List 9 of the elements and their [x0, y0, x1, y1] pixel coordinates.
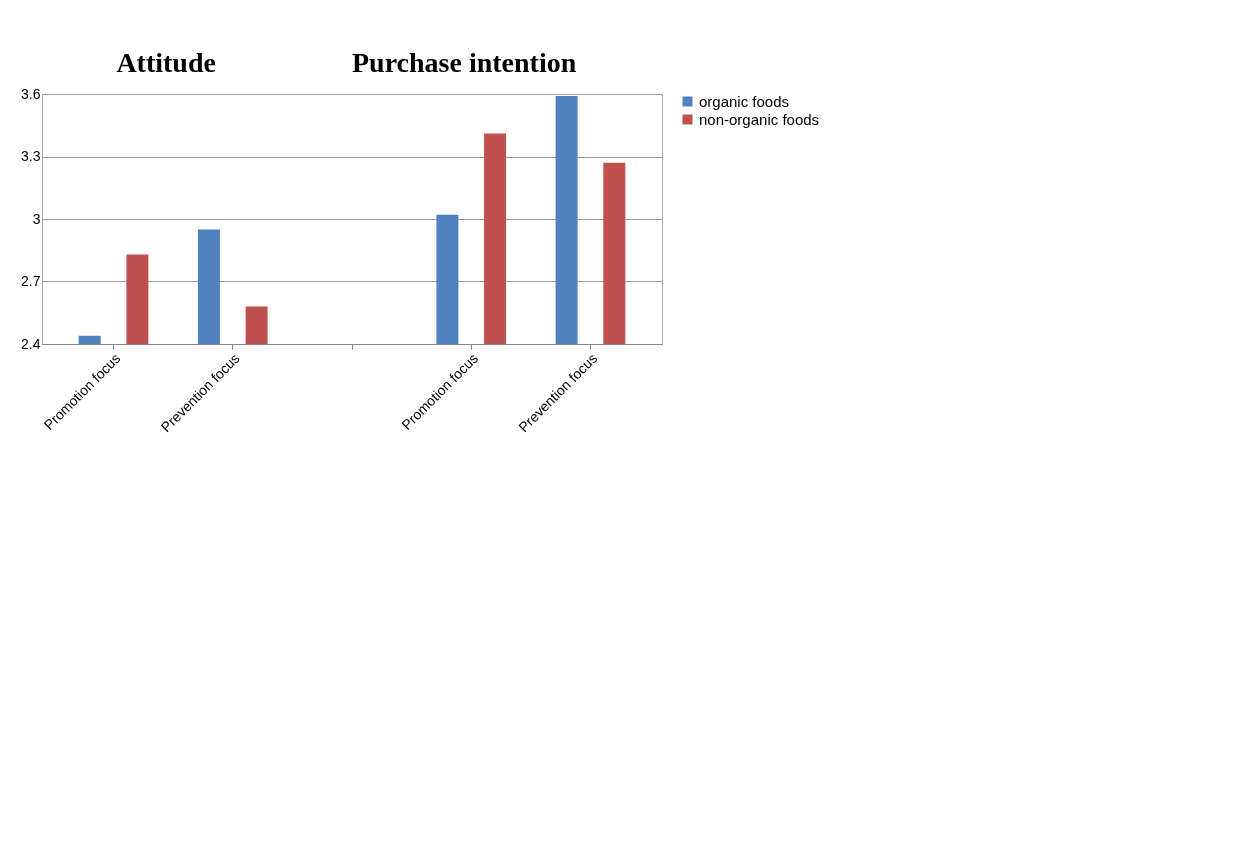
legend-label: organic foods	[699, 92, 790, 110]
text: Purchase intention	[352, 47, 577, 78]
legend-label: non-organic foods	[699, 110, 820, 128]
y-tick-label: 2.7	[21, 273, 41, 289]
y-tick-label: 3.6	[21, 85, 41, 102]
y-tick-label: 3	[32, 210, 41, 227]
y-tick-label: 2.4	[21, 335, 41, 352]
text: Attitude	[116, 47, 216, 78]
y-tick-label: 3.3	[21, 148, 41, 164]
